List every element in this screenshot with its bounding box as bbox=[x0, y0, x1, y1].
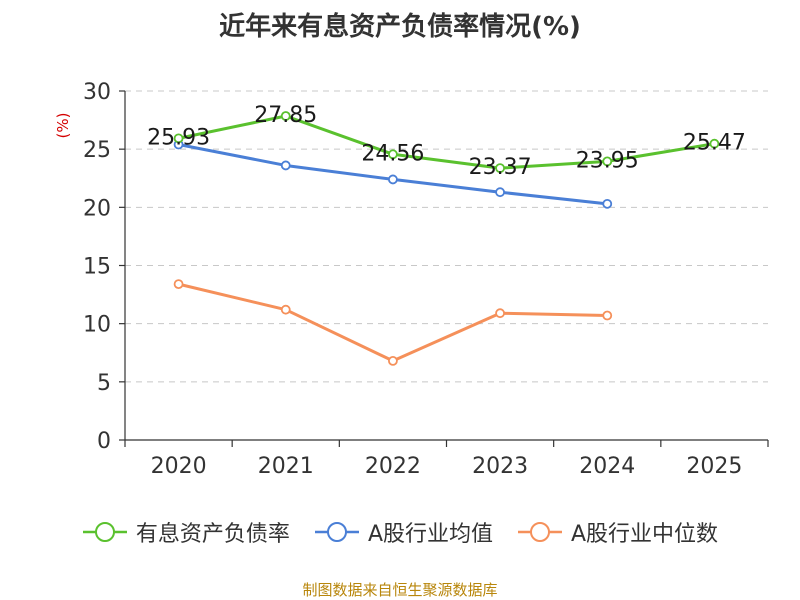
legend-item-industry-median[interactable]: A股行业中位数 bbox=[517, 516, 718, 548]
x-tick-label: 2022 bbox=[365, 454, 421, 479]
data-point bbox=[602, 198, 613, 209]
data-point bbox=[388, 149, 398, 160]
data-point bbox=[280, 160, 291, 171]
data-label: 27.85 bbox=[254, 103, 317, 128]
legend-item-industry-mean[interactable]: A股行业均值 bbox=[314, 516, 493, 548]
data-point bbox=[173, 279, 184, 290]
data-point bbox=[495, 187, 505, 198]
data-label: 25.47 bbox=[683, 131, 746, 156]
y-tick-label: 0 bbox=[97, 429, 111, 454]
series-lines bbox=[173, 111, 720, 366]
data-source-note: 制图数据来自恒生聚源数据库 bbox=[302, 581, 498, 599]
grid bbox=[125, 90, 768, 383]
legend-marker-orange-icon bbox=[518, 522, 562, 542]
data-point bbox=[388, 174, 398, 185]
data-point bbox=[709, 138, 720, 149]
x-tick-label: 2020 bbox=[151, 454, 207, 479]
x-tick-label: 2024 bbox=[579, 454, 635, 479]
data-label: 23.37 bbox=[469, 155, 532, 180]
data-point bbox=[280, 304, 291, 315]
data-point bbox=[602, 156, 613, 167]
x-tick-label: 2021 bbox=[258, 454, 314, 479]
data-point bbox=[495, 308, 505, 319]
legend-label: A股行业中位数 bbox=[571, 522, 719, 547]
y-tick-label: 10 bbox=[83, 313, 111, 338]
y-axis-label: (%) bbox=[54, 113, 72, 139]
data-point bbox=[280, 111, 291, 121]
data-labels: 25.93 27.85 24.56 23.37 23.95 25.47 bbox=[147, 103, 746, 180]
x-tick-label: 2025 bbox=[686, 454, 742, 479]
legend-marker-blue-icon bbox=[314, 522, 359, 542]
data-point bbox=[388, 355, 398, 366]
data-label: 24.56 bbox=[361, 141, 424, 166]
legend: 有息资产负债率 A股行业均值 A股行业中位数 bbox=[0, 516, 800, 548]
series-line bbox=[178, 114, 715, 170]
data-point bbox=[173, 133, 184, 144]
data-point bbox=[495, 163, 505, 174]
legend-marker-green-icon bbox=[82, 522, 127, 542]
data-label: 23.95 bbox=[576, 148, 639, 173]
legend-item-interest-debt-ratio[interactable]: 有息资产负债率 bbox=[82, 516, 290, 548]
y-tick-label: 25 bbox=[83, 138, 111, 163]
series-line bbox=[178, 282, 608, 363]
chart-title: 近年来有息资产负债率情况(%) bbox=[219, 12, 581, 42]
y-tick-label: 5 bbox=[97, 371, 111, 396]
y-tick-label: 30 bbox=[83, 80, 111, 105]
y-tick-label: 15 bbox=[83, 255, 111, 280]
data-point bbox=[602, 310, 613, 321]
legend-label: A股行业均值 bbox=[367, 522, 493, 547]
data-label: 25.93 bbox=[147, 125, 210, 150]
y-tick-label: 20 bbox=[83, 196, 111, 221]
x-tick-label: 2023 bbox=[472, 454, 528, 479]
legend-label: 有息资产负债率 bbox=[135, 522, 290, 547]
